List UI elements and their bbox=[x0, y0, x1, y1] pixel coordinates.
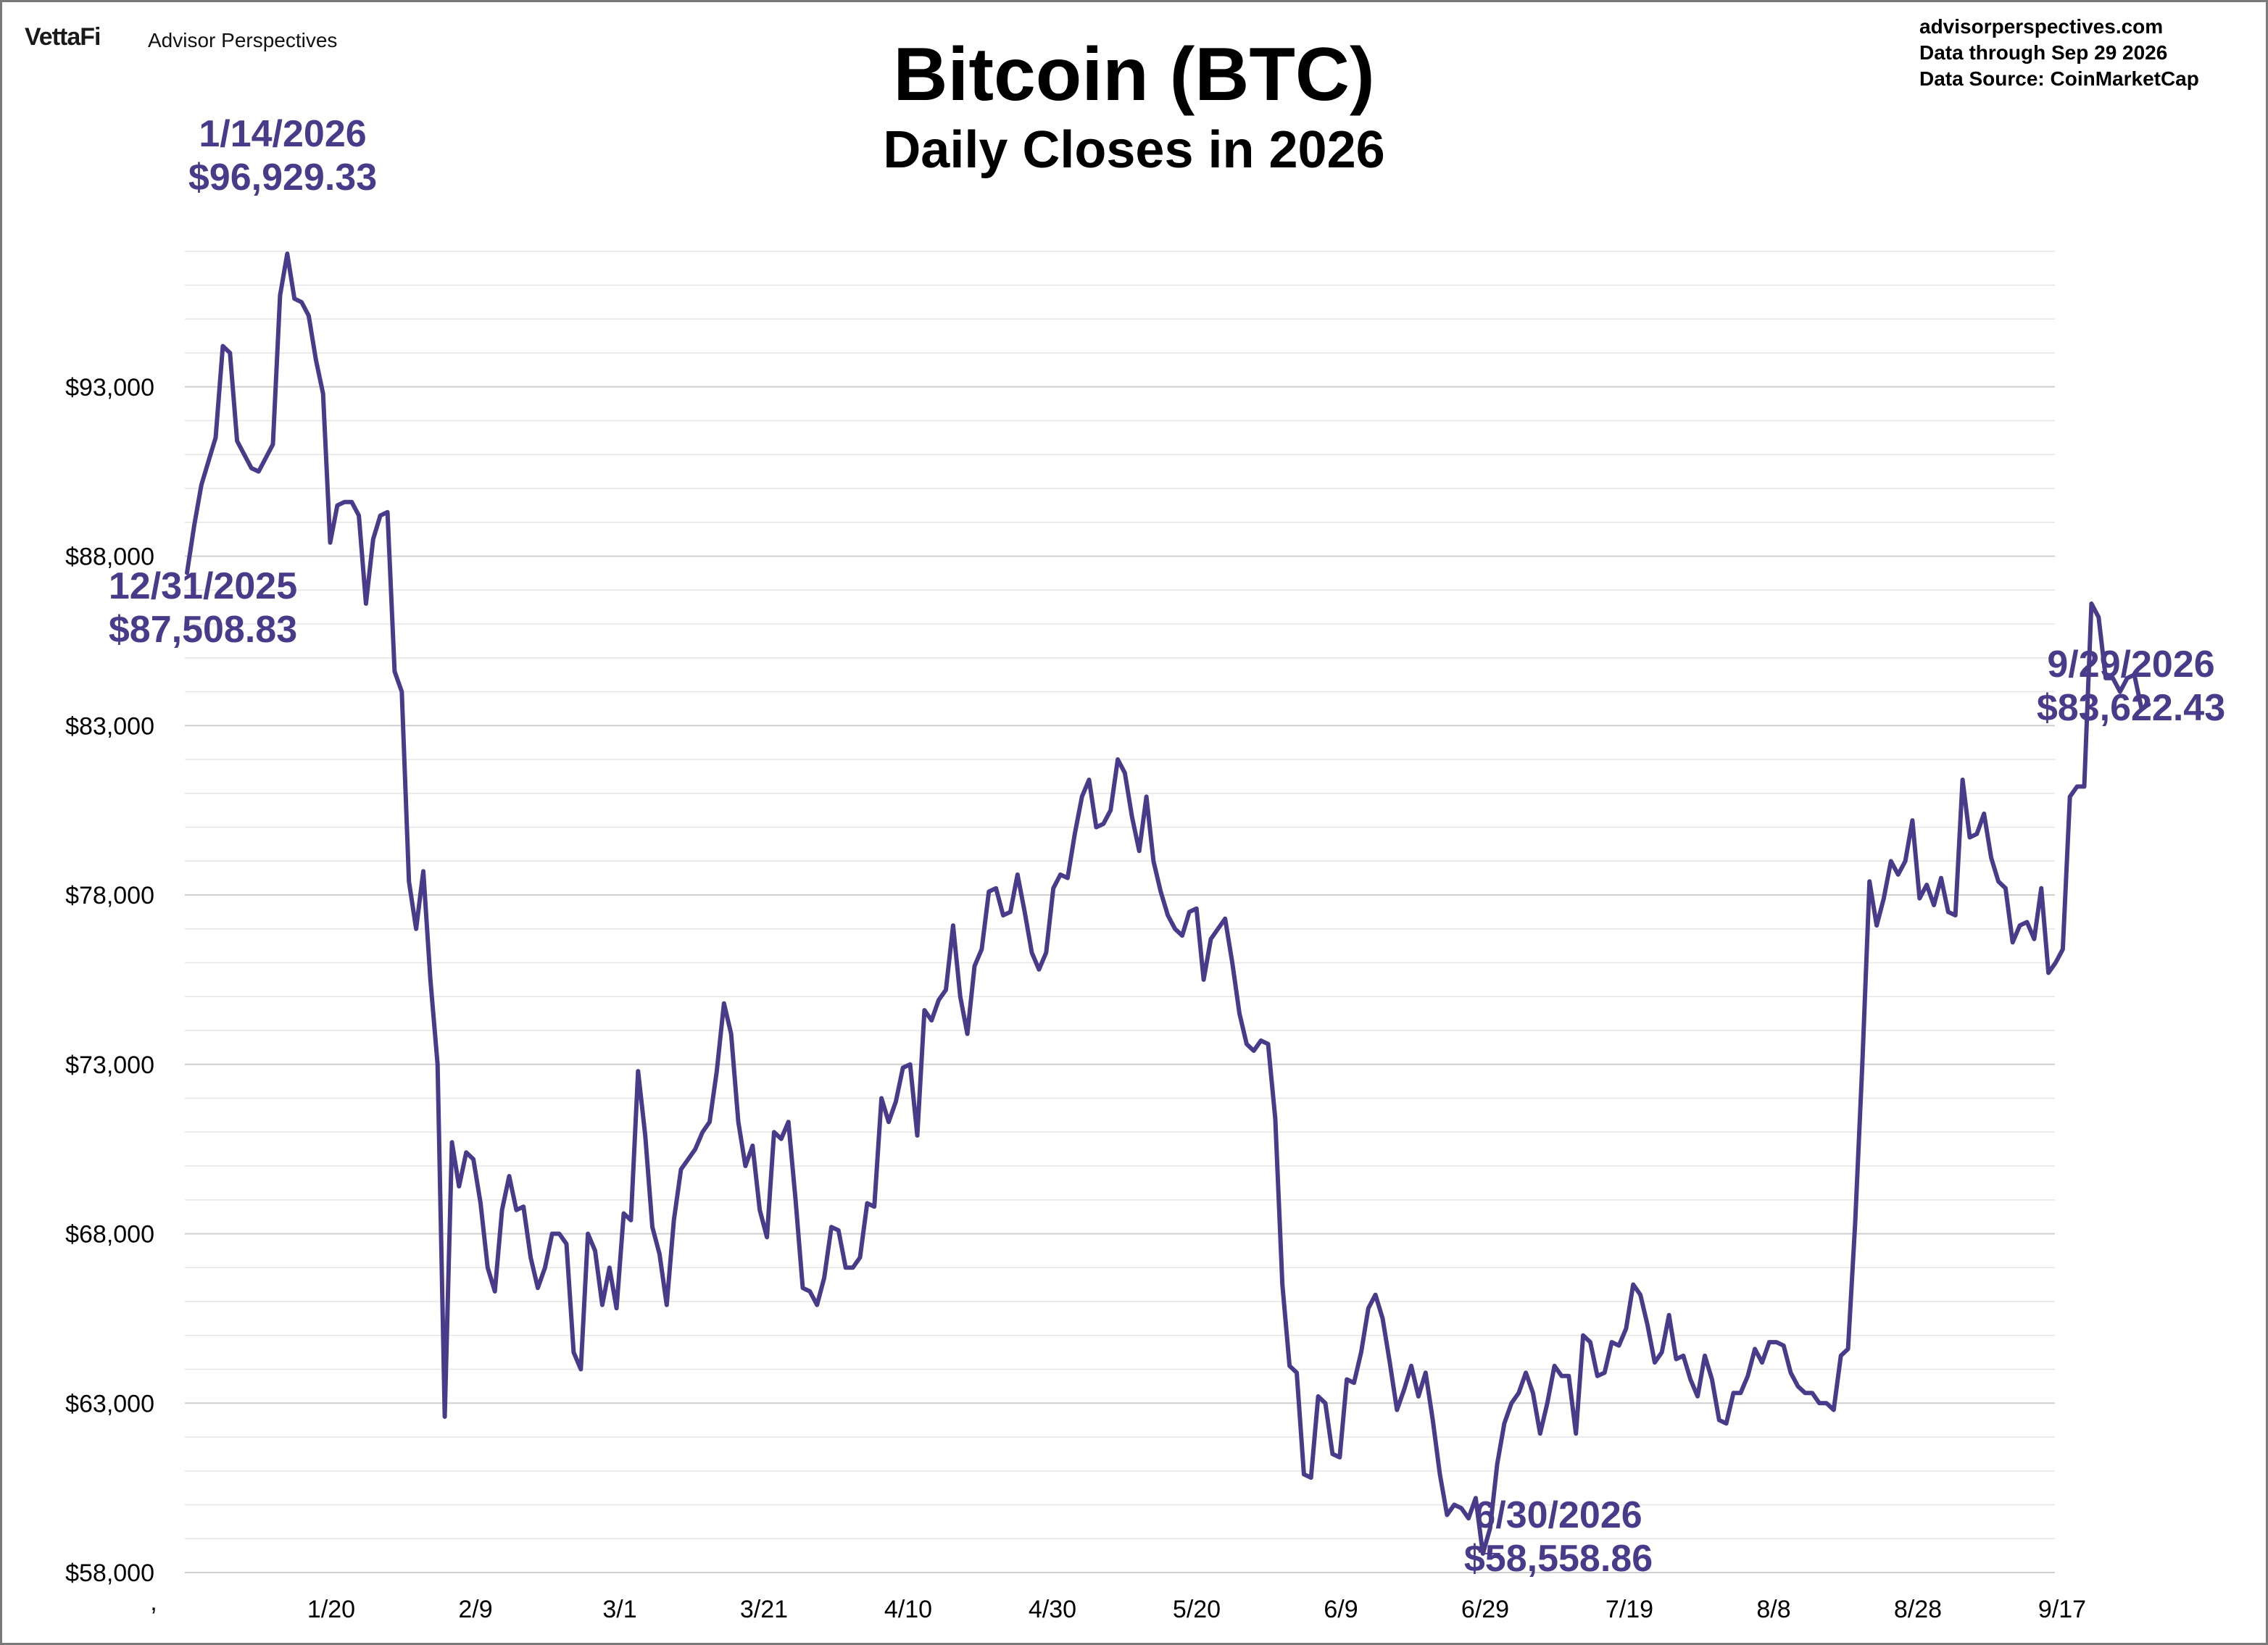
x-tick-label: 9/17 bbox=[2038, 1596, 2086, 1623]
website-label: advisorperspectives.com bbox=[1919, 15, 2164, 38]
y-tick-label: $58,000 bbox=[65, 1559, 154, 1587]
chart-title: Bitcoin (BTC) bbox=[893, 33, 1375, 117]
brand-name: Advisor Perspectives bbox=[148, 29, 338, 51]
annotation-low-date: 6/30/2026 bbox=[1474, 1494, 1642, 1536]
y-tick-label: $78,000 bbox=[65, 882, 154, 909]
annotation-start-date: 12/31/2025 bbox=[109, 565, 297, 607]
y-tick-label: $83,000 bbox=[65, 712, 154, 740]
annotation-peak-date: 1/14/2026 bbox=[199, 113, 366, 155]
annotation-peak-value: $96,929.33 bbox=[188, 157, 377, 199]
x-tick-label: 3/21 bbox=[740, 1596, 788, 1623]
data-source-label: Data Source: CoinMarketCap bbox=[1919, 67, 2199, 90]
x-axis-start-label: , bbox=[150, 1588, 157, 1616]
y-tick-label: $63,000 bbox=[65, 1390, 154, 1417]
x-tick-label: 2/9 bbox=[458, 1596, 492, 1623]
annotation-latest-value: $83,622.43 bbox=[2037, 687, 2225, 729]
chart-subtitle: Daily Closes in 2026 bbox=[883, 121, 1385, 179]
x-tick-label: 4/30 bbox=[1029, 1596, 1076, 1623]
x-tick-label: 1/20 bbox=[307, 1596, 355, 1623]
x-tick-label: 6/9 bbox=[1324, 1596, 1358, 1623]
y-tick-label: $73,000 bbox=[65, 1051, 154, 1079]
x-tick-label: 8/28 bbox=[1894, 1596, 1942, 1623]
annotation-low-value: $58,558.86 bbox=[1464, 1538, 1653, 1580]
x-tick-label: 8/8 bbox=[1756, 1596, 1790, 1623]
y-tick-label: $68,000 bbox=[65, 1221, 154, 1249]
btc-price-line bbox=[185, 251, 2151, 1556]
y-tick-label: $88,000 bbox=[65, 544, 154, 571]
annotation-start-value: $87,508.83 bbox=[109, 609, 297, 651]
annotation-latest-date: 9/29/2026 bbox=[2047, 644, 2214, 686]
x-tick-label: 6/29 bbox=[1461, 1596, 1509, 1623]
vettafi-logo: VettaFi bbox=[25, 23, 101, 51]
y-tick-label: $93,000 bbox=[65, 374, 154, 401]
x-tick-label: 7/19 bbox=[1606, 1596, 1653, 1623]
data-through-label: Data through Sep 29 2026 bbox=[1919, 41, 2168, 64]
x-tick-label: 4/10 bbox=[884, 1596, 932, 1623]
x-tick-label: 5/20 bbox=[1173, 1596, 1221, 1623]
x-tick-label: 3/1 bbox=[602, 1596, 636, 1623]
